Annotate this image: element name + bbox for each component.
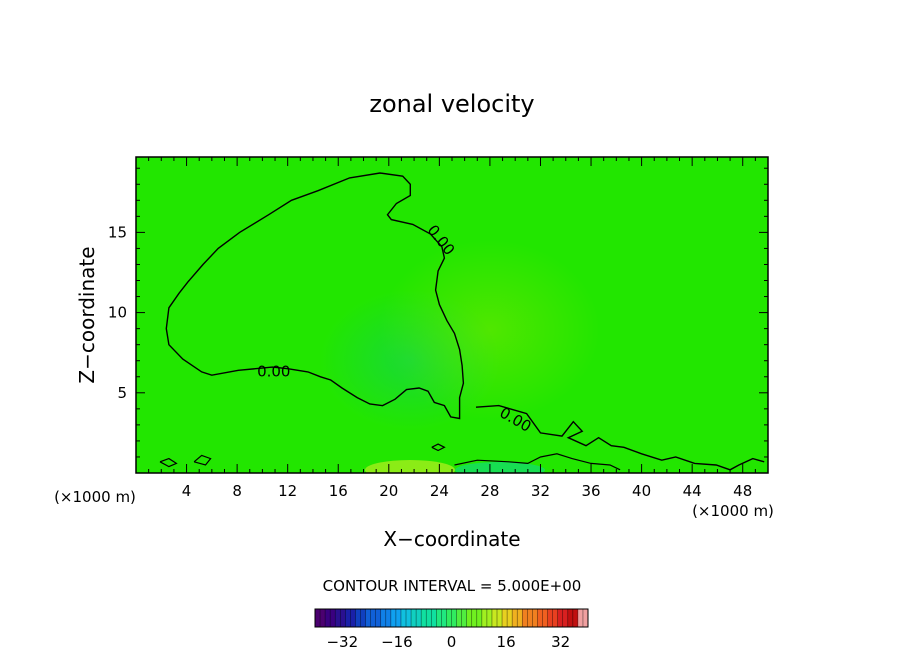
- colorbar-cell: [330, 609, 336, 627]
- colorbar-cell: [411, 609, 417, 627]
- colorbar-cell: [451, 609, 457, 627]
- colorbar-cell: [577, 609, 584, 627]
- colorbar-label: CONTOUR INTERVAL = 5.000E+00: [323, 577, 582, 595]
- x-tick-label: 20: [379, 482, 398, 500]
- y-tick-label: 10: [108, 304, 127, 322]
- colorbar-cell: [406, 609, 412, 627]
- colorbar-cell: [340, 609, 346, 627]
- colorbar-cell: [547, 609, 554, 627]
- colorbar-cell: [370, 609, 377, 627]
- colorbar-cell: [456, 609, 463, 627]
- colorbar-cell: [476, 609, 483, 627]
- x-axis-label: X−coordinate: [383, 527, 520, 551]
- colorbar-cell: [572, 609, 579, 627]
- colorbar-cell: [355, 609, 361, 627]
- colorbar-cell: [562, 609, 569, 627]
- colorbar-tick-label: −32: [326, 633, 358, 651]
- colorbar-cell: [481, 609, 488, 627]
- colorbar-cell: [385, 609, 392, 627]
- surface-cyan-shade: [455, 462, 545, 473]
- colorbar-cell: [360, 609, 366, 627]
- colorbar-frame: [314, 608, 589, 628]
- yellow-green-shade: [380, 240, 600, 420]
- colorbar-cell: [497, 609, 503, 627]
- y-tick-label: 15: [108, 223, 127, 241]
- plot-field: 0.000.000.00: [136, 157, 768, 473]
- zero-contour-small: [431, 443, 446, 452]
- colorbar-cell: [416, 609, 422, 627]
- colorbar-cell: [421, 609, 427, 627]
- colorbar-tick-label: 32: [551, 633, 570, 651]
- colorbar-tick-label: 0: [447, 633, 457, 651]
- colorbar: [314, 608, 589, 628]
- colorbar-cell: [486, 609, 493, 627]
- colorbar-cell: [441, 609, 447, 627]
- colorbar-cell: [557, 609, 564, 627]
- colorbar-cell: [507, 609, 513, 627]
- surface-yellow-shade: [365, 460, 455, 473]
- colorbar-cell: [325, 609, 331, 627]
- zero-contour-right: [475, 404, 765, 471]
- colorbar-cell: [320, 609, 326, 627]
- zero-contour-small: [193, 454, 212, 466]
- colorbar-cell: [582, 609, 589, 627]
- x-tick-label: 24: [430, 482, 449, 500]
- colorbar-cell: [537, 609, 543, 627]
- colorbar-cell: [512, 609, 518, 627]
- colorbar-cell: [390, 609, 397, 627]
- colorbar-cell: [461, 609, 468, 627]
- colorbar-cell: [471, 609, 478, 627]
- colorbar-cell: [527, 609, 533, 627]
- y-axis-label: Z−coordinate: [75, 246, 99, 383]
- colorbar-cell: [345, 609, 351, 627]
- colorbar-tick-label: 16: [497, 633, 516, 651]
- x-tick-label: 16: [329, 482, 348, 500]
- colorbar-cell: [365, 609, 372, 627]
- colorbar-ticks: −32 −16 0 16 32: [326, 633, 570, 651]
- colorbar-cell: [426, 609, 432, 627]
- colorbar-cell: [567, 609, 574, 627]
- x-axis-ticks: 4 8 12 16 20 24 28 32 36 40 44 48: [148, 157, 756, 500]
- zero-contour-small: [454, 453, 621, 471]
- colorbar-cell: [552, 609, 559, 627]
- colorbar-cell: [466, 609, 473, 627]
- x-tick-label: 44: [683, 482, 702, 500]
- x-tick-label: 32: [531, 482, 550, 500]
- colorbar-cell: [375, 609, 382, 627]
- colorbar-cell: [335, 609, 341, 627]
- colorbar-cell: [400, 609, 407, 627]
- colorbar-cell: [350, 609, 356, 627]
- contour-label: 0.00: [257, 362, 290, 380]
- colorbar-cell: [431, 609, 437, 627]
- colorbar-cell: [522, 609, 528, 627]
- colorbar-cell: [380, 609, 387, 627]
- zero-contour-small: [159, 457, 178, 468]
- colorbar-cell: [395, 609, 402, 627]
- y-axis-ticks: 5 10 15: [108, 167, 768, 458]
- x-tick-label: 36: [581, 482, 600, 500]
- colorbar-cell: [502, 609, 508, 627]
- x-tick-label: 40: [632, 482, 651, 500]
- colorbar-cell: [491, 609, 498, 627]
- x-unit-right: (×1000 m): [692, 502, 774, 520]
- colorbar-cell: [517, 609, 523, 627]
- colorbar-tick-label: −16: [381, 633, 413, 651]
- colorbar-cell: [532, 609, 538, 627]
- colorbar-cell: [315, 609, 321, 627]
- colorbar-cell: [542, 609, 548, 627]
- chart-title: zonal velocity: [369, 90, 534, 118]
- x-tick-label: 12: [278, 482, 297, 500]
- colorbar-cell: [446, 609, 452, 627]
- x-unit-left: (×1000 m): [54, 488, 136, 506]
- colorbar-cell: [436, 609, 442, 627]
- x-tick-label: 8: [232, 482, 242, 500]
- zero-contour-main: [165, 172, 465, 420]
- x-tick-label: 4: [182, 482, 192, 500]
- y-tick-label: 5: [117, 384, 127, 402]
- x-tick-label: 48: [733, 482, 752, 500]
- x-tick-label: 28: [480, 482, 499, 500]
